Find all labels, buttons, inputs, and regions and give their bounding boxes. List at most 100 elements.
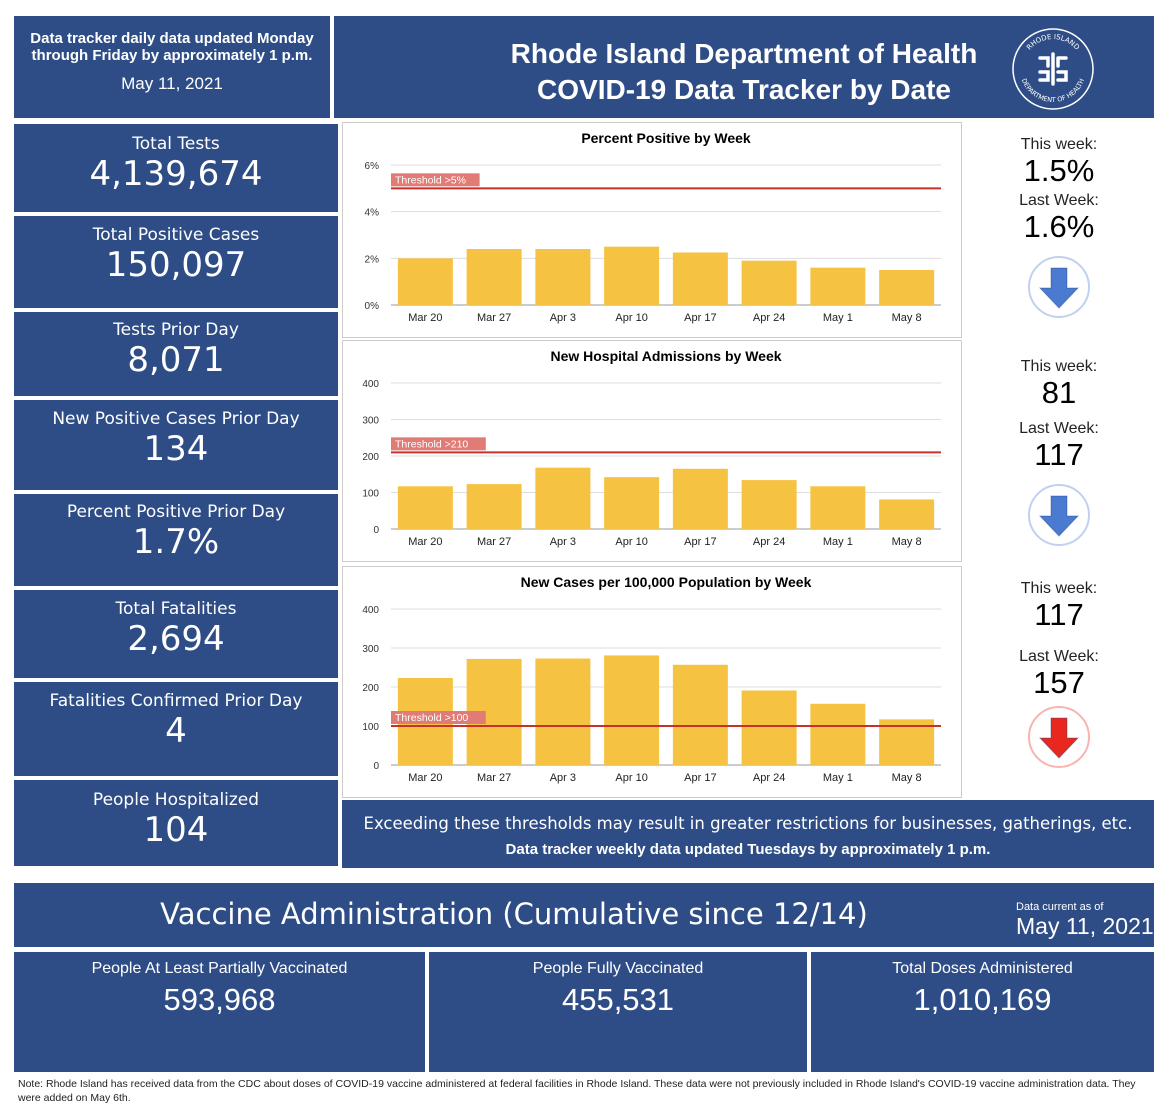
- vaccine-fully-vaccinated: People Fully Vaccinated 455,531: [429, 952, 807, 1072]
- metric-label: Percent Positive Prior Day: [66, 502, 286, 522]
- last-week-value: 117: [1034, 437, 1084, 472]
- y-tick-label: 6%: [365, 161, 380, 172]
- last-week-label: Last Week:: [1019, 192, 1099, 209]
- bar: [810, 486, 866, 529]
- metric-total-fatalities: Total Fatalities 2,694: [14, 590, 338, 678]
- metric-label: Tests Prior Day: [113, 320, 239, 340]
- last-week-label: Last Week:: [1019, 648, 1099, 665]
- x-tick-label: Apr 17: [684, 312, 716, 324]
- metric-label: People Hospitalized: [92, 790, 260, 810]
- x-tick-label: Apr 3: [550, 312, 576, 324]
- x-tick-label: Mar 27: [477, 536, 511, 548]
- vaccine-cell-value: 455,531: [561, 982, 675, 1017]
- x-tick-label: May 8: [892, 772, 922, 784]
- bar: [672, 664, 728, 765]
- vaccine-cell-value: 1,010,169: [913, 982, 1052, 1017]
- x-tick-label: Apr 3: [550, 536, 576, 548]
- chart-hospital-admissions: New Hospital Admissions by Week 0 100 200 30…: [342, 340, 962, 562]
- metric-total-positive-cases: Total Positive Cases 150,097: [14, 216, 338, 308]
- data-current-as-of-date: May 11, 2021: [1016, 913, 1154, 939]
- y-tick-label: 200: [362, 683, 379, 694]
- x-tick-label: Mar 27: [477, 772, 511, 784]
- threshold-label-bg: [391, 711, 486, 724]
- bar: [672, 468, 728, 529]
- x-tick-label: May 1: [823, 772, 853, 784]
- x-tick-label: Mar 27: [477, 312, 511, 324]
- bar: [535, 467, 591, 529]
- metric-value: 4,139,674: [89, 154, 263, 194]
- x-tick-label: Apr 24: [753, 772, 785, 784]
- bar: [741, 260, 797, 305]
- vaccine-cell-label: People At Least Partially Vaccinated: [91, 960, 348, 977]
- metric-label: New Positive Cases Prior Day: [52, 409, 300, 429]
- x-tick-label: Mar 20: [408, 536, 442, 548]
- x-tick-label: May 1: [823, 536, 853, 548]
- x-tick-label: Apr 17: [684, 772, 716, 784]
- metric-value: 150,097: [105, 245, 247, 285]
- metric-tests-prior-day: Tests Prior Day 8,071: [14, 312, 338, 396]
- bar: [879, 499, 935, 529]
- threshold-note-panel: Exceeding these thresholds may result in…: [342, 800, 1154, 868]
- x-tick-label: May 1: [823, 312, 853, 324]
- bar: [535, 658, 591, 765]
- side-panel-percent-positive: This week: 1.5% Last Week: 1.6%: [965, 124, 1153, 338]
- bar: [535, 249, 591, 305]
- bar: [604, 246, 660, 305]
- bar: [741, 690, 797, 765]
- y-tick-label: 100: [362, 489, 379, 500]
- weekly-update-note: Data tracker weekly data updated Tuesday…: [505, 841, 991, 858]
- y-tick-label: 400: [362, 379, 379, 390]
- hospital-admissions-chart-svg: New Hospital Admissions by Week 0 100 200 30…: [362, 348, 941, 548]
- y-tick-label: 0: [373, 525, 379, 536]
- y-tick-label: 300: [362, 416, 379, 427]
- down-arrow-icon: [1028, 484, 1090, 546]
- metric-label: Total Fatalities: [115, 599, 237, 619]
- x-tick-label: Apr 10: [615, 536, 647, 548]
- last-week-value: 1.6%: [1023, 209, 1095, 244]
- this-week-value: 81: [1041, 375, 1077, 410]
- thresholds-note: Exceeding these thresholds may result in…: [363, 814, 1133, 833]
- down-arrow-icon: [1028, 256, 1090, 318]
- svg-text:RHODE ISLAND: RHODE ISLAND: [1025, 33, 1081, 52]
- metric-value: 104: [143, 810, 209, 850]
- metric-people-hospitalized: People Hospitalized 104: [14, 780, 338, 866]
- metric-label: Total Tests: [132, 134, 220, 154]
- y-tick-label: 300: [362, 644, 379, 655]
- metric-fatalities-confirmed-prior-day: Fatalities Confirmed Prior Day 4: [14, 682, 338, 776]
- chart-percent-positive: Percent Positive by Week 0% 2% 4% 6% Mar 20 Ma…: [342, 122, 962, 338]
- bar: [604, 655, 660, 765]
- x-tick-label: May 8: [892, 312, 922, 324]
- metric-percent-positive-prior-day: Percent Positive Prior Day 1.7%: [14, 494, 338, 586]
- bar: [397, 486, 453, 529]
- chart-title: Percent Positive by Week: [581, 130, 751, 146]
- y-tick-label: 200: [362, 452, 379, 463]
- chart-title: New Hospital Admissions by Week: [550, 348, 781, 364]
- last-week-label: Last Week:: [1019, 420, 1099, 437]
- down-arrow-icon: [1028, 706, 1090, 768]
- page-header: Rhode Island Department of Health COVID-…: [334, 16, 1154, 118]
- y-tick-label: 0%: [365, 301, 380, 312]
- bar: [672, 252, 728, 305]
- update-note-panel: Data tracker daily data updated Monday t…: [14, 16, 330, 118]
- x-tick-label: Apr 10: [615, 312, 647, 324]
- last-week-value: 157: [1033, 665, 1085, 700]
- daily-update-note: Data tracker daily data updated Monday t…: [30, 30, 314, 64]
- y-tick-label: 0: [373, 761, 379, 772]
- x-tick-label: Apr 17: [684, 536, 716, 548]
- x-tick-label: Apr 24: [753, 312, 785, 324]
- chart-new-cases: New Cases per 100,000 Population by Week…: [342, 566, 962, 798]
- vaccine-header: Vaccine Administration (Cumulative since…: [14, 883, 1154, 947]
- seal-top-text: RHODE ISLAND: [1025, 33, 1081, 52]
- metric-value: 1.7%: [132, 522, 220, 562]
- y-tick-label: 2%: [365, 254, 380, 265]
- vaccine-total-doses: Total Doses Administered 1,010,169: [811, 952, 1154, 1072]
- metric-value: 4: [165, 711, 187, 751]
- bar: [810, 703, 866, 765]
- x-tick-label: Mar 20: [408, 312, 442, 324]
- arrow-shape: [1038, 717, 1080, 759]
- y-tick-label: 4%: [365, 208, 380, 219]
- threshold-label-bg: [391, 437, 486, 451]
- vaccine-title: Vaccine Administration (Cumulative since…: [160, 897, 868, 931]
- side-panel-hospital-admissions: This week: 81 Last Week: 117: [965, 344, 1153, 564]
- threshold-label-bg: [391, 173, 480, 187]
